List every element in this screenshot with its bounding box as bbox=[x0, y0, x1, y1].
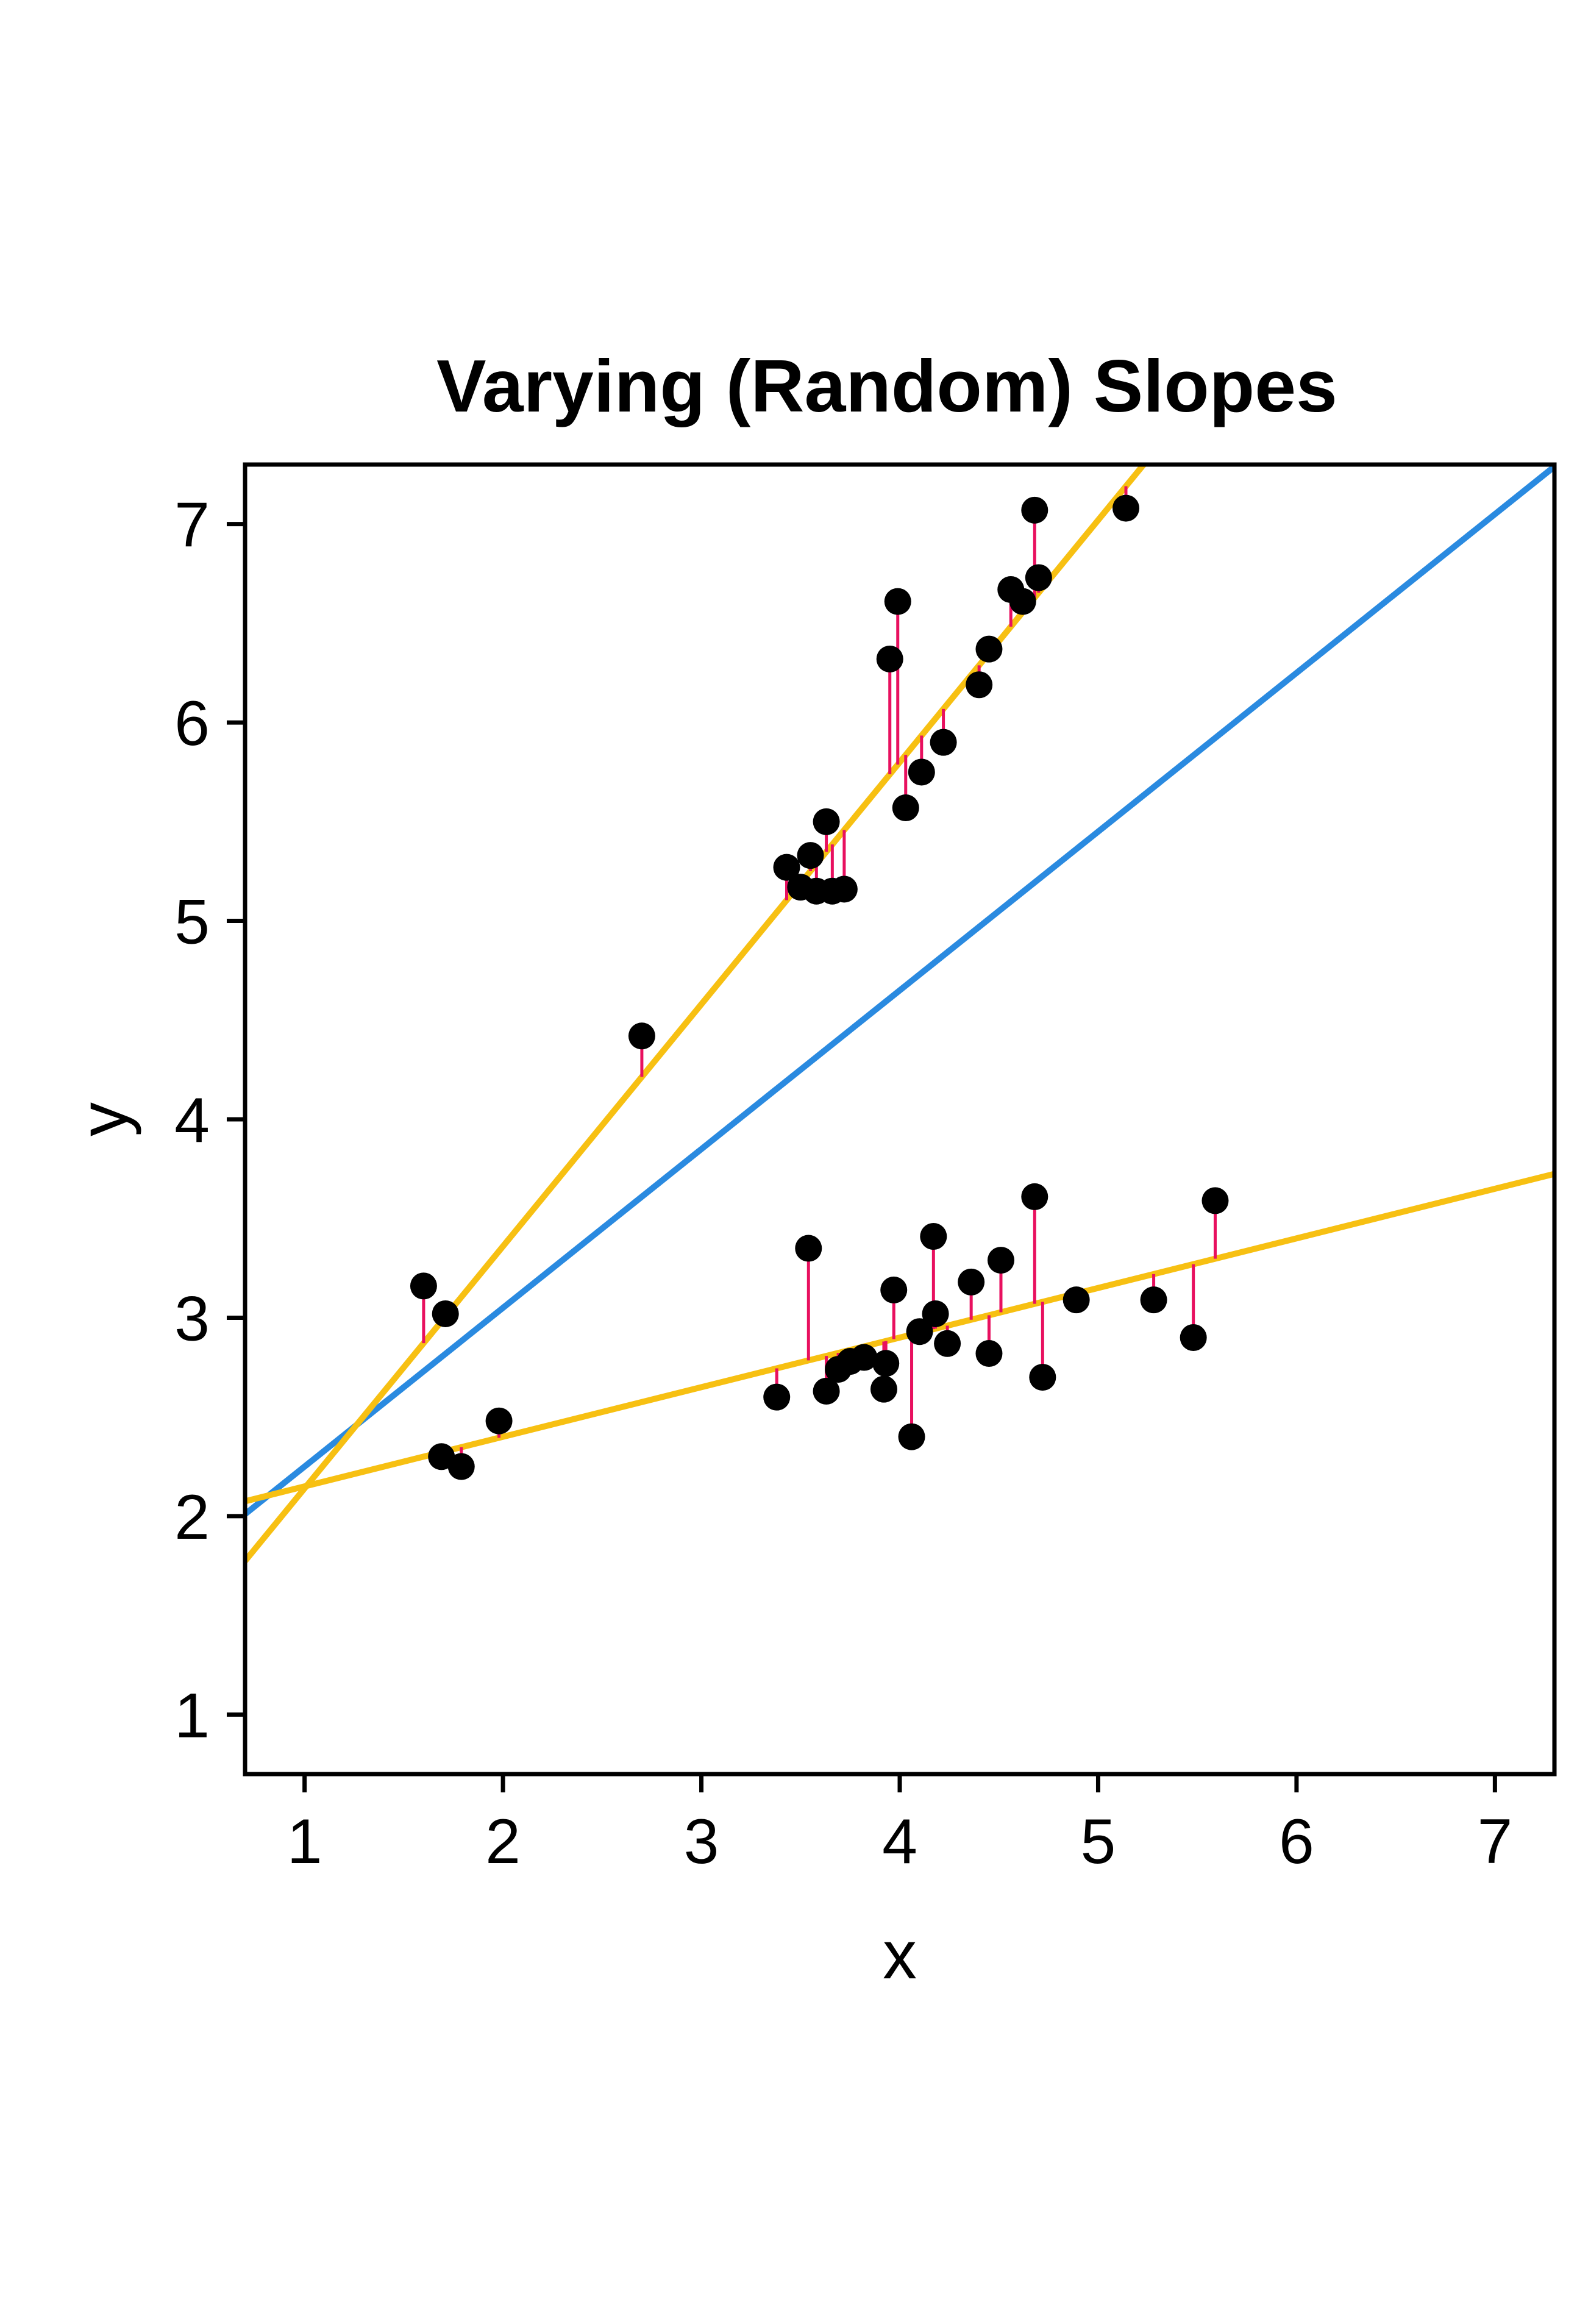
group-2-line bbox=[245, 1171, 1554, 1505]
y-tick-label: 7 bbox=[174, 490, 210, 561]
y-tick-label: 2 bbox=[174, 1482, 210, 1553]
data-point bbox=[922, 1300, 949, 1327]
y-axis-label: y bbox=[65, 1102, 141, 1136]
x-axis-label: x bbox=[883, 1917, 917, 1993]
data-point bbox=[813, 808, 840, 835]
x-tick-label: 7 bbox=[1477, 1806, 1512, 1877]
data-point bbox=[1021, 1183, 1048, 1210]
residuals-layer bbox=[422, 486, 1217, 1467]
y-tick-label: 1 bbox=[174, 1680, 210, 1751]
data-point bbox=[797, 842, 824, 869]
data-point bbox=[884, 588, 911, 615]
data-point bbox=[1009, 588, 1036, 615]
data-point bbox=[813, 1377, 840, 1405]
x-axis: 1 2 3 4 5 6 7 bbox=[287, 1774, 1512, 1877]
x-tick-label: 5 bbox=[1081, 1806, 1116, 1877]
y-tick-label: 3 bbox=[174, 1283, 210, 1354]
data-point bbox=[908, 758, 935, 786]
data-point bbox=[773, 854, 800, 881]
data-point bbox=[485, 1407, 513, 1435]
data-point bbox=[1063, 1286, 1090, 1314]
x-tick-label: 3 bbox=[684, 1806, 719, 1877]
data-point bbox=[930, 729, 957, 756]
lines-layer bbox=[245, 465, 1554, 1563]
data-point bbox=[870, 1375, 897, 1403]
data-point bbox=[1140, 1286, 1167, 1314]
y-tick-label: 4 bbox=[174, 1085, 210, 1156]
data-point bbox=[872, 1350, 900, 1377]
data-point bbox=[763, 1383, 791, 1411]
data-point bbox=[958, 1268, 985, 1296]
data-point bbox=[1112, 494, 1140, 522]
x-tick-label: 6 bbox=[1279, 1806, 1314, 1877]
data-point bbox=[920, 1223, 947, 1250]
data-point bbox=[410, 1272, 437, 1300]
data-point bbox=[1201, 1187, 1229, 1214]
data-point bbox=[1180, 1324, 1207, 1351]
x-tick-label: 1 bbox=[287, 1806, 322, 1877]
data-point bbox=[432, 1300, 459, 1327]
data-point bbox=[934, 1330, 961, 1357]
y-tick-label: 5 bbox=[174, 887, 210, 958]
data-point bbox=[906, 1318, 933, 1346]
data-point bbox=[892, 794, 919, 822]
data-point bbox=[966, 671, 993, 699]
data-point bbox=[1029, 1364, 1056, 1391]
data-point bbox=[975, 635, 1003, 663]
population-line bbox=[245, 465, 1554, 1517]
data-point bbox=[975, 1340, 1003, 1367]
data-point bbox=[1025, 564, 1052, 591]
data-point bbox=[628, 1022, 655, 1050]
y-tick-label: 6 bbox=[174, 688, 210, 759]
data-point bbox=[876, 645, 903, 672]
y-axis: 1 2 3 4 5 6 7 bbox=[174, 490, 245, 1751]
data-point bbox=[447, 1453, 475, 1480]
data-point bbox=[795, 1235, 822, 1262]
x-tick-label: 4 bbox=[882, 1806, 917, 1877]
points-layer bbox=[410, 494, 1229, 1480]
data-point bbox=[987, 1247, 1014, 1274]
data-point bbox=[428, 1443, 455, 1470]
data-point bbox=[1021, 496, 1048, 524]
chart-title: Varying (Random) Slopes bbox=[436, 344, 1337, 427]
x-tick-label: 2 bbox=[485, 1806, 521, 1877]
group-1-line bbox=[245, 465, 1148, 1563]
data-point bbox=[880, 1276, 908, 1303]
data-point bbox=[830, 875, 858, 903]
data-point bbox=[898, 1423, 925, 1450]
data-point bbox=[850, 1344, 878, 1371]
